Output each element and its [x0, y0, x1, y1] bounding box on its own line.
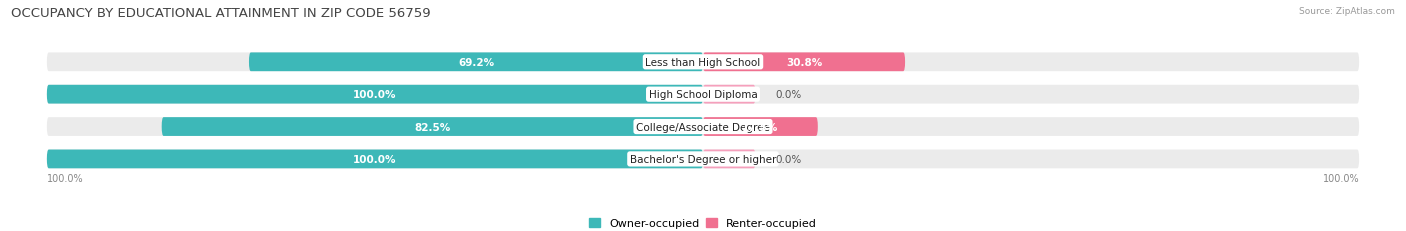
- Text: Bachelor's Degree or higher: Bachelor's Degree or higher: [630, 154, 776, 164]
- Text: 69.2%: 69.2%: [458, 58, 494, 67]
- FancyBboxPatch shape: [46, 150, 1360, 169]
- Text: 82.5%: 82.5%: [415, 122, 450, 132]
- Text: 30.8%: 30.8%: [786, 58, 823, 67]
- Text: 100.0%: 100.0%: [46, 173, 83, 183]
- Text: Source: ZipAtlas.com: Source: ZipAtlas.com: [1299, 7, 1395, 16]
- Text: College/Associate Degree: College/Associate Degree: [636, 122, 770, 132]
- FancyBboxPatch shape: [46, 118, 1360, 136]
- Text: 0.0%: 0.0%: [775, 90, 801, 100]
- FancyBboxPatch shape: [703, 150, 755, 169]
- FancyBboxPatch shape: [162, 118, 703, 136]
- FancyBboxPatch shape: [703, 85, 755, 104]
- Text: 0.0%: 0.0%: [775, 154, 801, 164]
- Text: High School Diploma: High School Diploma: [648, 90, 758, 100]
- FancyBboxPatch shape: [249, 53, 703, 72]
- Text: OCCUPANCY BY EDUCATIONAL ATTAINMENT IN ZIP CODE 56759: OCCUPANCY BY EDUCATIONAL ATTAINMENT IN Z…: [11, 7, 430, 20]
- FancyBboxPatch shape: [703, 53, 905, 72]
- FancyBboxPatch shape: [46, 53, 1360, 72]
- Text: Less than High School: Less than High School: [645, 58, 761, 67]
- Text: 100.0%: 100.0%: [353, 90, 396, 100]
- FancyBboxPatch shape: [703, 118, 818, 136]
- FancyBboxPatch shape: [46, 85, 703, 104]
- Text: 100.0%: 100.0%: [353, 154, 396, 164]
- FancyBboxPatch shape: [46, 150, 703, 169]
- FancyBboxPatch shape: [46, 85, 1360, 104]
- Legend: Owner-occupied, Renter-occupied: Owner-occupied, Renter-occupied: [585, 214, 821, 231]
- Text: 100.0%: 100.0%: [1323, 173, 1360, 183]
- Text: 17.5%: 17.5%: [742, 122, 779, 132]
